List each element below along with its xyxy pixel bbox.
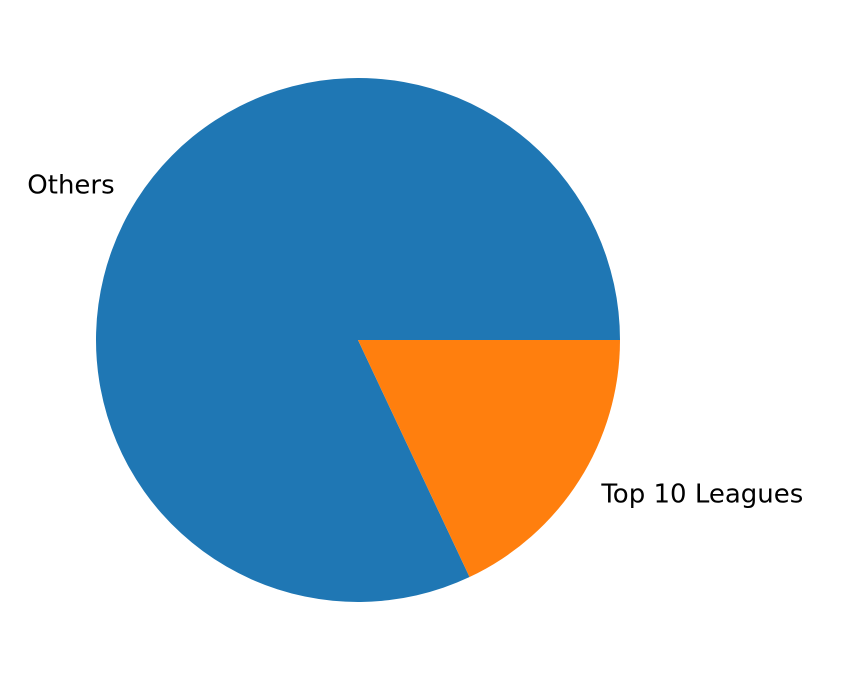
- pie-label-others: Others: [27, 171, 114, 201]
- pie-slices: [95, 77, 620, 602]
- pie-labels: Others Top 10 Leagues: [27, 171, 803, 510]
- pie-slice-top-10-leagues: [358, 340, 620, 578]
- pie-label-top-10-leagues: Top 10 Leagues: [600, 479, 803, 509]
- pie-slice-others: [95, 77, 620, 602]
